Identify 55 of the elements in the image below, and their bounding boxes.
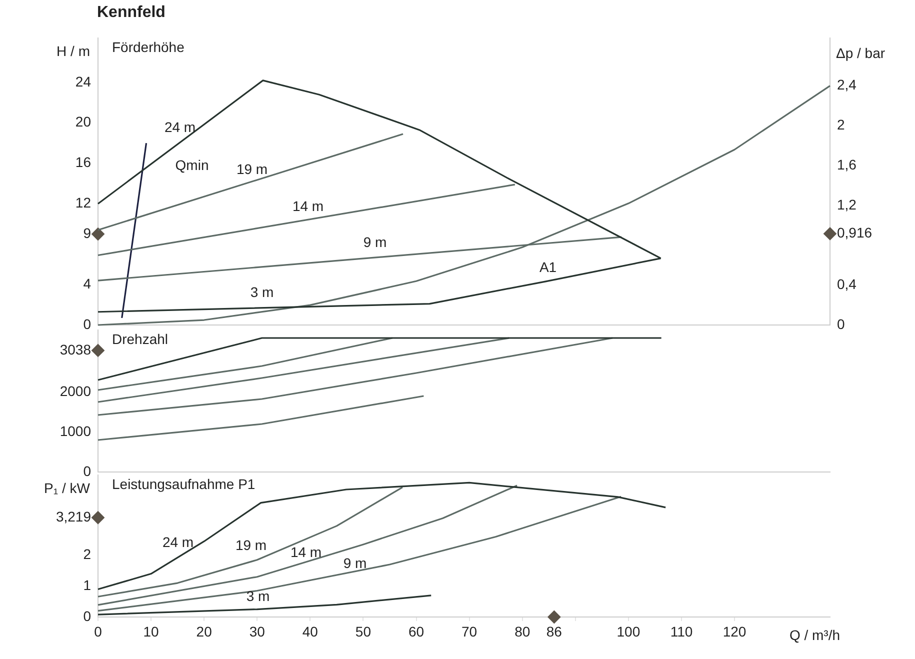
x-axis-title: Q / m³/h [789, 626, 840, 643]
y-tick-label: 9 [83, 224, 92, 241]
annotation: 14 m [290, 544, 322, 560]
y2-tick-label: 0,4 [837, 276, 857, 292]
y-axis-title: H / m [56, 42, 90, 59]
chart-title: Leistungsaufnahme P1 [112, 476, 256, 492]
x-tick-label: 60 [408, 623, 424, 640]
y-tick-label: 1 [83, 576, 92, 593]
y-tick-label: 0 [83, 462, 92, 479]
x-tick-label: 100 [616, 623, 640, 640]
y-tick-label: 2000 [60, 382, 92, 399]
x-tick-label: 110 [670, 623, 693, 640]
y-tick-label: 0 [83, 608, 92, 624]
y2-tick-label: 0,916 [837, 224, 872, 241]
y2-tick-label: 1,6 [837, 156, 857, 172]
y-tick-label: 0 [83, 316, 92, 332]
y-tick-label: 16 [75, 154, 92, 170]
y-tick-label: 1000 [60, 422, 92, 439]
annotation: A1 [539, 258, 557, 275]
annotation: 9 m [343, 554, 367, 571]
annotation: 3 m [246, 588, 270, 604]
y2-tick-label: 2,4 [837, 76, 857, 93]
y-axis-title: P₁ / kW [44, 480, 91, 496]
chart-subtitle: Förderhöhe [112, 38, 185, 55]
annotation: 3 m [250, 284, 274, 300]
x-tick-label: 10 [143, 623, 160, 640]
x-tick-label: 80 [514, 623, 530, 640]
y2-tick-label: 1,2 [837, 196, 857, 212]
chart-title: Drehzahl [112, 330, 168, 347]
y-tick-label: 4 [83, 275, 92, 292]
annotation: 14 m [292, 198, 324, 214]
y-tick-label: 12 [75, 194, 92, 211]
annotation: 19 m [236, 160, 268, 177]
y2-tick-label: 0 [837, 316, 845, 332]
annotation: 24 m [164, 118, 196, 135]
annotation: Qmin [175, 156, 209, 173]
annotation: 24 m [162, 534, 194, 550]
y2-axis-title: Δp / bar [836, 44, 886, 61]
x-tick-label: 70 [462, 623, 478, 640]
annotation: 9 m [363, 234, 387, 250]
chart-title: Kennfeld [97, 4, 166, 22]
x-tick-label: 120 [722, 623, 746, 640]
annotation: 19 m [235, 536, 267, 553]
y-tick-label: 2 [83, 546, 92, 562]
x-tick-label: 30 [249, 623, 266, 640]
x-tick-label: 86 [546, 623, 562, 640]
x-tick-label: 50 [355, 623, 372, 640]
y-tick-label: 3,219 [56, 508, 92, 524]
y-tick-label: 24 [75, 73, 92, 90]
y-tick-label: 20 [75, 114, 92, 130]
x-tick-label: 20 [196, 623, 212, 640]
x-tick-label: 0 [94, 623, 102, 640]
x-tick-label: 40 [302, 623, 318, 640]
y-tick-label: 3038 [60, 341, 92, 358]
y2-tick-label: 2 [837, 116, 845, 133]
